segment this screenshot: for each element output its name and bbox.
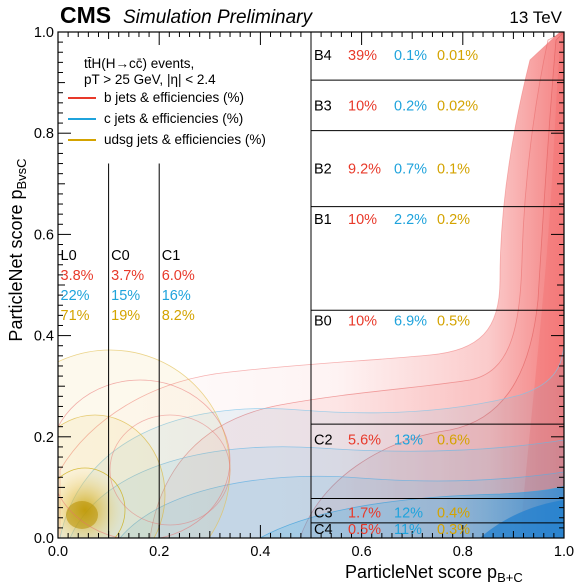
b-density-inner bbox=[299, 32, 564, 538]
b-efficiency: 0.5% bbox=[348, 522, 381, 538]
category-C0: C0 3.7% 15% 19% bbox=[111, 248, 144, 324]
b-low-contour-2 bbox=[109, 414, 231, 526]
y-tick-label: 0.0 bbox=[34, 531, 54, 547]
legend-line-2: pT > 25 GeV, |η| < 2.4 bbox=[84, 72, 216, 87]
legend: tt̄H(H→cc̄) events, pT > 25 GeV, |η| < 2… bbox=[68, 56, 266, 147]
b-efficiency: 10% bbox=[348, 313, 377, 329]
axis-ticks: 0.0 0.2 0.4 0.6 0.8 1.0 0.0 0.2 0.4 0.6 0.8 1.0 bbox=[34, 25, 574, 560]
category-cut-lines bbox=[108, 32, 564, 538]
udsg-efficiency: 0.6% bbox=[437, 432, 470, 448]
c-efficiency: 6.9% bbox=[394, 313, 427, 329]
udsg-efficiency: 0.2% bbox=[437, 212, 470, 228]
category-B4: B4 39% 0.1% 0.01% bbox=[314, 48, 478, 64]
udsg-efficiency: 19% bbox=[111, 308, 140, 324]
category-C2: C2 5.6% 13% 0.6% bbox=[314, 432, 470, 448]
category-C4: C4 0.5% 11% 0.3% bbox=[314, 522, 470, 538]
c-density-edge bbox=[480, 500, 564, 538]
b-efficiency: 39% bbox=[348, 48, 377, 64]
category-name: C0 bbox=[111, 248, 130, 264]
x-axis-title: ParticleNet score pB+C bbox=[345, 562, 523, 585]
x-tick-label: 0.6 bbox=[352, 544, 372, 560]
category-name: C1 bbox=[162, 248, 181, 264]
c-efficiency: 11% bbox=[394, 522, 422, 538]
x-tick-label: 1.0 bbox=[554, 544, 574, 560]
y-axis-title-main: ParticleNet score p bbox=[6, 190, 26, 342]
b-density-core bbox=[520, 32, 564, 538]
c-efficiency: 2.2% bbox=[394, 212, 427, 228]
legend-line-1: tt̄H(H→cc̄) events, bbox=[84, 56, 194, 71]
x-tick-label: 0.8 bbox=[453, 544, 473, 560]
x-tick-label: 0.2 bbox=[149, 544, 169, 560]
cms-label: CMS bbox=[60, 2, 111, 28]
category-B2: B2 9.2% 0.7% 0.1% bbox=[314, 162, 470, 178]
b-efficiency: 10% bbox=[348, 212, 377, 228]
legend-items: b jets & efficiencies (%) c jets & effici… bbox=[68, 90, 266, 147]
udsg-efficiency: 0.1% bbox=[437, 162, 470, 178]
y-tick-label: 0.2 bbox=[34, 430, 54, 446]
b-low-contour bbox=[58, 379, 231, 538]
c-efficiency: 0.7% bbox=[394, 162, 427, 178]
category-C1: C1 6.0% 16% 8.2% bbox=[162, 248, 195, 324]
x-axis-title-main: ParticleNet score p bbox=[345, 562, 497, 582]
category-name: C3 bbox=[314, 506, 333, 522]
c-efficiency: 12% bbox=[394, 506, 423, 522]
x-axis-title-sub: B+C bbox=[497, 570, 523, 585]
c-efficiency: 0.1% bbox=[394, 48, 427, 64]
y-axis-title-sub: BvsC bbox=[14, 158, 29, 189]
b-efficiency: 3.8% bbox=[61, 268, 94, 284]
legend-label-c: c jets & efficiencies (%) bbox=[104, 111, 243, 126]
category-labels: L0 3.8% 22% 71% C0 3.7% 15% 19% C1 6.0% 16% 8.2% B4 3… bbox=[61, 48, 479, 538]
c-efficiency: 13% bbox=[394, 432, 423, 448]
category-name: B0 bbox=[314, 313, 332, 329]
x-tick-label: 0.4 bbox=[250, 544, 270, 560]
category-name: C2 bbox=[314, 432, 333, 448]
b-efficiency: 10% bbox=[348, 98, 377, 114]
c-efficiency: 16% bbox=[162, 288, 191, 304]
category-L0: L0 3.8% 22% 71% bbox=[61, 248, 94, 324]
x-tick-label: 0.0 bbox=[48, 544, 68, 560]
udsg-efficiency: 71% bbox=[61, 308, 90, 324]
c-efficiency: 15% bbox=[111, 288, 140, 304]
c-density-outer bbox=[59, 339, 564, 538]
category-B3: B3 10% 0.2% 0.02% bbox=[314, 98, 478, 114]
b-efficiency: 9.2% bbox=[348, 162, 381, 178]
c-efficiency: 22% bbox=[61, 288, 90, 304]
udsg-density-core bbox=[66, 501, 98, 529]
b-density-mid bbox=[149, 32, 564, 538]
category-name: C4 bbox=[314, 522, 333, 538]
category-name: B4 bbox=[314, 48, 332, 64]
b-efficiency: 5.6% bbox=[348, 432, 381, 448]
c-efficiency: 0.2% bbox=[394, 98, 427, 114]
udsg-efficiency: 0.3% bbox=[437, 522, 470, 538]
category-B1: B1 10% 2.2% 0.2% bbox=[314, 212, 470, 228]
udsg-efficiency: 0.02% bbox=[437, 98, 478, 114]
y-tick-label: 1.0 bbox=[34, 25, 54, 41]
udsg-efficiency: 8.2% bbox=[162, 308, 195, 324]
legend-label-udsg: udsg jets & efficiencies (%) bbox=[104, 132, 266, 147]
b-efficiency: 1.7% bbox=[348, 506, 381, 522]
energy-label: 13 TeV bbox=[509, 8, 562, 27]
b-efficiency: 6.0% bbox=[162, 268, 195, 284]
y-tick-label: 0.6 bbox=[34, 227, 54, 243]
y-tick-label: 0.4 bbox=[34, 329, 54, 345]
category-name: L0 bbox=[61, 248, 77, 264]
b-density-outer bbox=[59, 32, 564, 538]
category-name: B2 bbox=[314, 162, 332, 178]
category-name: B1 bbox=[314, 212, 332, 228]
legend-label-b: b jets & efficiencies (%) bbox=[104, 90, 244, 105]
category-C3: C3 1.7% 12% 0.4% bbox=[314, 506, 470, 522]
y-tick-label: 0.8 bbox=[34, 126, 54, 142]
category-B0: B0 10% 6.9% 0.5% bbox=[314, 313, 470, 329]
udsg-efficiency: 0.01% bbox=[437, 48, 478, 64]
y-axis-title: ParticleNet score pBvsC bbox=[6, 158, 29, 341]
simulation-preliminary-label: Simulation Preliminary bbox=[123, 7, 314, 28]
udsg-efficiency: 0.5% bbox=[437, 313, 470, 329]
b-efficiency: 3.7% bbox=[111, 268, 144, 284]
udsg-efficiency: 0.4% bbox=[437, 506, 470, 522]
category-name: B3 bbox=[314, 98, 332, 114]
